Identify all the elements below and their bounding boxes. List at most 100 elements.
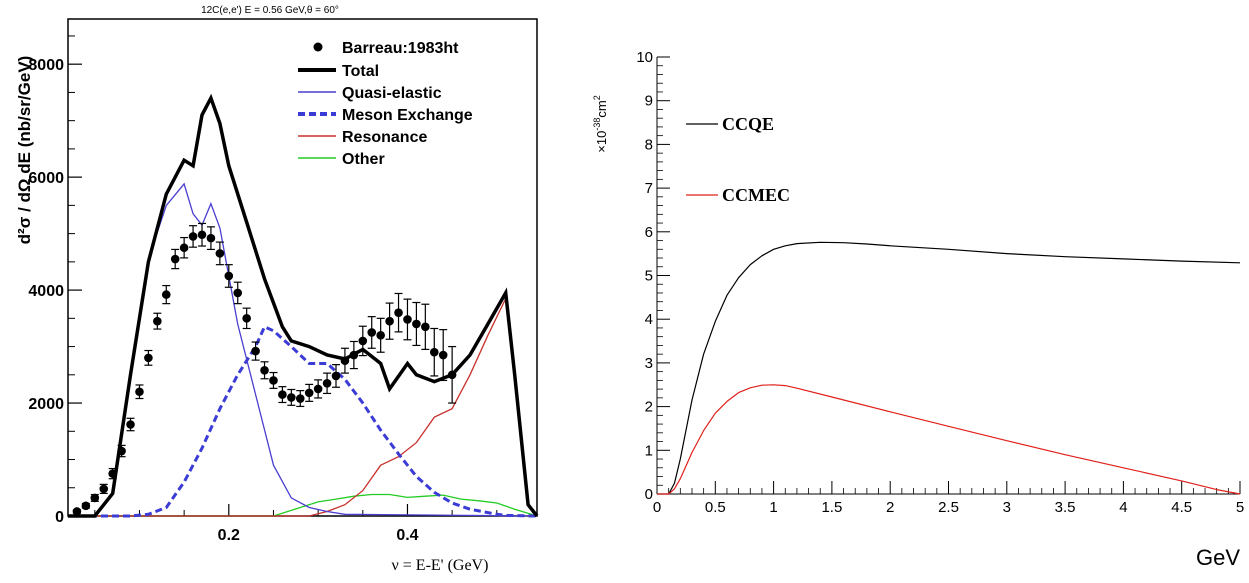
right-y-tick-label: 4 [645, 311, 653, 328]
legend-label-res: Resonance [342, 129, 427, 146]
data-point [376, 330, 385, 340]
series-meson-exchange-line [68, 324, 538, 518]
left-x-tick-label: 0.2 [218, 527, 240, 544]
data-point [340, 356, 350, 365]
right-legend: CCQE CCMEC [686, 114, 790, 205]
right-x-axis-label: GeV [1196, 545, 1240, 570]
data-point [233, 288, 243, 298]
data-point [242, 314, 251, 323]
left-legend: Barreau:1983ht Total Quasi-elastic Meson… [298, 40, 473, 168]
left-y-tick-label: 2000 [28, 396, 64, 413]
left-data-points [72, 222, 457, 516]
data-point [304, 388, 314, 398]
right-y-tick-label: 9 [645, 93, 653, 110]
data-point [287, 393, 296, 402]
right-y-tick-label: 10 [636, 49, 653, 66]
data-point [269, 376, 278, 385]
data-point [447, 370, 457, 380]
data-point [153, 316, 162, 326]
data-point [322, 378, 332, 388]
data-point [251, 346, 260, 356]
y-label-prefix: ×10 [594, 131, 609, 153]
data-point [72, 507, 82, 516]
legend-label-qe: Quasi-elastic [342, 85, 442, 102]
data-point [126, 420, 135, 429]
data-point [367, 328, 377, 337]
electron-scattering-chart: 12C(e,e') E = 0.56 GeV,θ = 60° 0 2000 4000… [15, 5, 539, 574]
data-point [108, 469, 117, 478]
right-y-tick-label: 0 [645, 486, 653, 503]
data-point [349, 350, 359, 360]
series-ccmec-line [657, 384, 1241, 495]
left-y-tick-label: 8000 [28, 57, 64, 74]
data-point [197, 230, 207, 240]
left-plot-frame [67, 18, 538, 517]
series-ccqe-line [657, 241, 1241, 495]
left-x-axis-label: ν = E-E' (GeV) [392, 557, 489, 574]
data-point [170, 254, 180, 264]
data-point [438, 350, 448, 360]
data-point [385, 316, 394, 326]
data-point [90, 493, 100, 503]
left-y-tick-label: 4000 [28, 283, 64, 300]
y-label-unit: cm [594, 100, 609, 117]
data-point [188, 232, 198, 241]
right-x-tick-label: 4.5 [1171, 499, 1192, 516]
series-quasi-elastic-line [68, 182, 538, 517]
right-x-tick-label: 5 [1236, 499, 1244, 516]
series-other-line [68, 493, 538, 517]
data-point [278, 390, 287, 399]
data-point [412, 319, 421, 329]
series-total-line [68, 93, 539, 518]
data-point [295, 394, 305, 403]
svg-text:×10-38cm2: ×10-38cm2 [592, 95, 609, 152]
left-y-tick-label: 6000 [28, 170, 64, 187]
right-x-tick-label: 3 [1003, 499, 1011, 516]
right-x-tick-label: 4 [1119, 499, 1127, 516]
left-x-tick-label: 0.4 [396, 527, 418, 544]
data-point [215, 249, 225, 258]
data-point [224, 271, 234, 281]
y-label-exponent: -38 [592, 118, 602, 131]
left-series-group [68, 93, 539, 518]
right-y-tick-label: 8 [645, 136, 653, 153]
data-point [394, 308, 403, 317]
legend-label-other: Other [342, 151, 385, 168]
data-point [313, 384, 323, 394]
right-x-tick-label: 1.5 [821, 499, 842, 516]
right-axes: 0 1 2 3 4 5 6 7 8 9 10 0 0.5 1 1.5 2 2.5 3 3.5 4 4.5 5 [636, 49, 1244, 516]
data-point [179, 243, 189, 253]
right-series-group [657, 241, 1241, 495]
right-y-axis-label: ×10-38cm2 [592, 95, 609, 152]
right-y-tick-label: 5 [645, 268, 653, 285]
right-x-tick-label: 2 [886, 499, 894, 516]
left-chart-title: 12C(e,e') E = 0.56 GeV,θ = 60° [201, 5, 339, 16]
data-point [331, 371, 341, 381]
right-x-tick-label: 0 [653, 499, 661, 516]
left-y-axis-label: d²σ / dΩ dE (nb/sr/GeV) [15, 56, 34, 245]
right-x-tick-label: 3.5 [1055, 499, 1076, 516]
right-y-tick-label: 6 [645, 224, 653, 241]
legend-label-ccmec: CCMEC [722, 185, 790, 205]
data-point [117, 446, 126, 456]
left-axes: 0 2000 4000 6000 8000 0.2 0.4 [28, 35, 498, 544]
legend-label-data: Barreau:1983ht [342, 40, 459, 57]
data-point [81, 501, 91, 511]
right-y-tick-label: 7 [645, 180, 653, 197]
y-label-unit-exponent: 2 [592, 95, 602, 100]
data-point [421, 322, 430, 332]
right-y-tick-label: 1 [645, 442, 653, 459]
right-y-tick-label: 2 [645, 399, 653, 416]
left-y-tick-label: 0 [55, 509, 64, 526]
data-point [260, 365, 269, 375]
right-x-tick-label: 2.5 [938, 499, 959, 516]
legend-label-mec: Meson Exchange [342, 107, 473, 124]
data-point [403, 315, 412, 324]
data-point [144, 353, 153, 363]
cross-section-chart: 0 1 2 3 4 5 6 7 8 9 10 0 0.5 1 1.5 2 2.5 3 3.5 4 4.5 5 ×10-38… [592, 49, 1244, 570]
data-point [161, 290, 171, 299]
data-point [429, 347, 439, 357]
legend-label-ccqe: CCQE [722, 114, 774, 134]
data-point [99, 484, 109, 494]
